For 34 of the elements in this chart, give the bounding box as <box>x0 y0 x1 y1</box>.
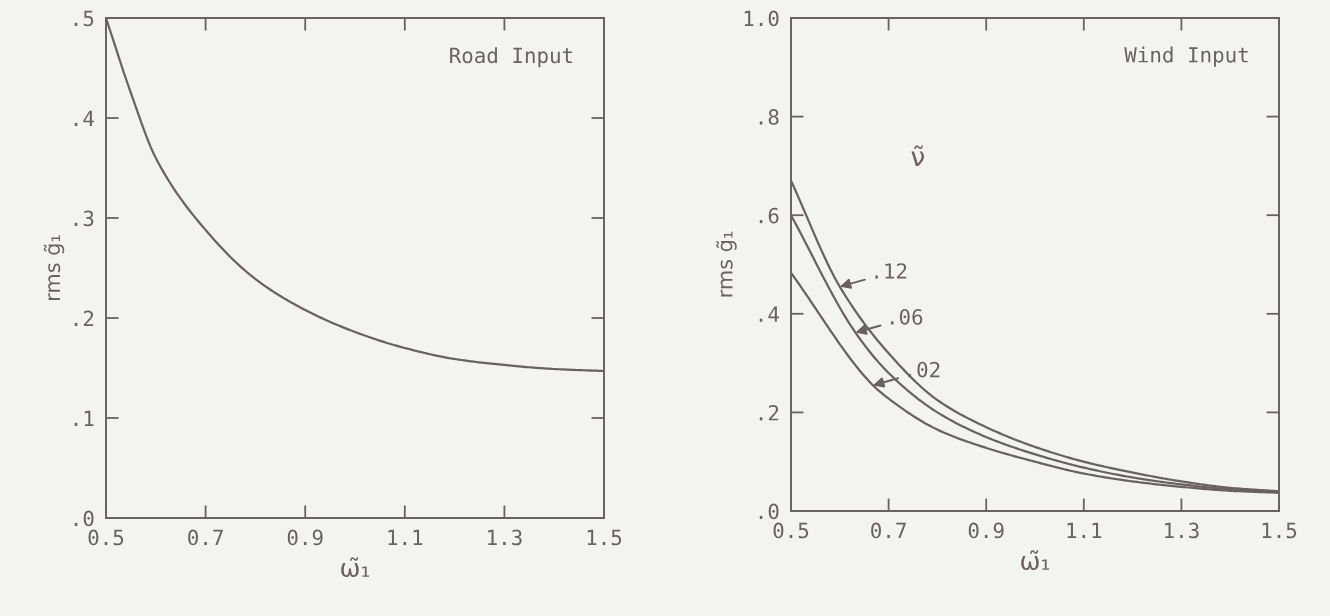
y-tick-label: .0 <box>74 510 94 527</box>
text: Wind Input <box>1124 46 1248 67</box>
legend-label: .02 <box>908 361 940 378</box>
x-axis-title: ω̃₁ <box>1021 550 1050 571</box>
y-tick-label: .0 <box>759 503 779 520</box>
legend-title: ν̃ <box>911 145 925 166</box>
y-axis-title: rms g̃₁ <box>716 231 737 297</box>
legend-label: .06 <box>890 308 923 325</box>
x-tick-label: 0.9 <box>968 522 1004 539</box>
y-axis-title: rms g̃₁ <box>43 235 65 300</box>
x-tick-label: 1.5 <box>587 529 622 546</box>
y-tick-label: .2 <box>74 310 94 326</box>
y-tick-label: .5 <box>74 10 94 27</box>
x-tick-label: 1.3 <box>488 529 522 546</box>
x-tick-label: 0.5 <box>773 522 809 539</box>
x-tick-label: 0.9 <box>287 529 323 546</box>
y-tick-label: 1.0 <box>744 10 779 27</box>
x-tick-label: 1.1 <box>388 529 423 546</box>
x-tick-label: 1.5 <box>1262 522 1297 539</box>
y-tick-label: .2 <box>759 404 779 421</box>
text: Road Input <box>450 47 573 68</box>
x-tick-label: 0.7 <box>188 529 223 546</box>
y-tick-label: .8 <box>759 109 779 125</box>
x-tick-label: 1.1 <box>1067 522 1102 539</box>
y-tick-label: .4 <box>74 110 94 126</box>
x-tick-label: 1.3 <box>1165 522 1199 539</box>
x-tick-label: 0.7 <box>871 522 906 539</box>
y-tick-label: .1 <box>74 410 94 426</box>
x-tick-label: 0.5 <box>88 529 124 546</box>
legend-label: .12 <box>875 263 907 279</box>
y-tick-label: .4 <box>759 306 779 322</box>
y-tick-label: .6 <box>759 207 779 224</box>
y-tick-label: .3 <box>74 210 94 227</box>
x-axis-title: ω̃₁ <box>341 557 370 578</box>
